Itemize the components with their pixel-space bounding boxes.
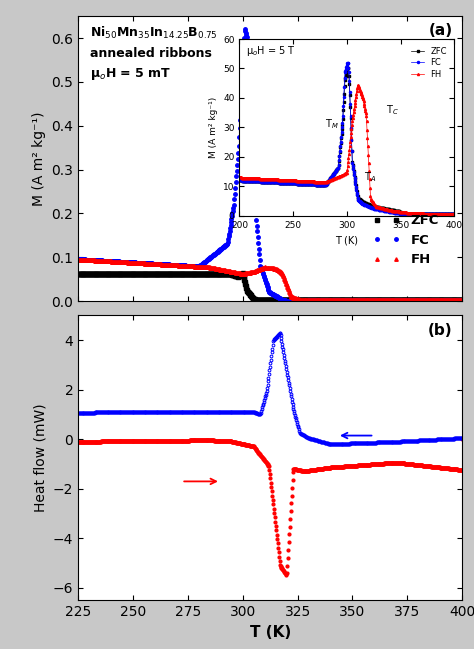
FC bbox=[306, 301, 311, 309]
FH bbox=[99, 257, 105, 265]
FC bbox=[367, 296, 373, 304]
FH bbox=[298, 296, 304, 304]
FC bbox=[75, 255, 81, 263]
Line: FC: FC bbox=[76, 27, 464, 307]
Legend: ZFC, FC, FH: ZFC, FC, FH bbox=[368, 209, 444, 272]
FH bbox=[75, 256, 81, 263]
FH bbox=[309, 296, 314, 304]
ZFC bbox=[310, 297, 315, 304]
ZFC bbox=[75, 270, 81, 278]
ZFC bbox=[299, 297, 305, 304]
Line: FH: FH bbox=[76, 258, 464, 302]
Text: (a): (a) bbox=[428, 23, 453, 38]
ZFC bbox=[321, 297, 327, 304]
FC bbox=[99, 256, 105, 264]
FH bbox=[367, 297, 373, 304]
Text: (b): (b) bbox=[428, 323, 453, 337]
Y-axis label: M (A m² kg⁻¹): M (A m² kg⁻¹) bbox=[32, 112, 46, 206]
FH bbox=[317, 297, 323, 304]
FH bbox=[459, 297, 465, 304]
FH bbox=[320, 297, 326, 304]
FC bbox=[299, 300, 304, 308]
FC bbox=[310, 296, 315, 304]
FC bbox=[242, 25, 248, 33]
ZFC bbox=[367, 297, 373, 304]
Line: ZFC: ZFC bbox=[76, 271, 464, 302]
ZFC bbox=[99, 270, 105, 278]
X-axis label: T (K): T (K) bbox=[249, 625, 291, 640]
Y-axis label: Heat flow (mW): Heat flow (mW) bbox=[33, 404, 47, 512]
ZFC bbox=[240, 269, 246, 277]
ZFC bbox=[407, 297, 412, 304]
FC bbox=[407, 297, 412, 304]
FH bbox=[406, 297, 412, 304]
ZFC bbox=[262, 297, 268, 304]
FC bbox=[459, 297, 465, 304]
Text: Ni$_{50}$Mn$_{35}$In$_{14.25}$B$_{0.75}$
annealed ribbons
μ$_o$H = 5 mT: Ni$_{50}$Mn$_{35}$In$_{14.25}$B$_{0.75}$… bbox=[90, 25, 218, 82]
ZFC bbox=[459, 297, 465, 304]
FC bbox=[321, 296, 327, 304]
